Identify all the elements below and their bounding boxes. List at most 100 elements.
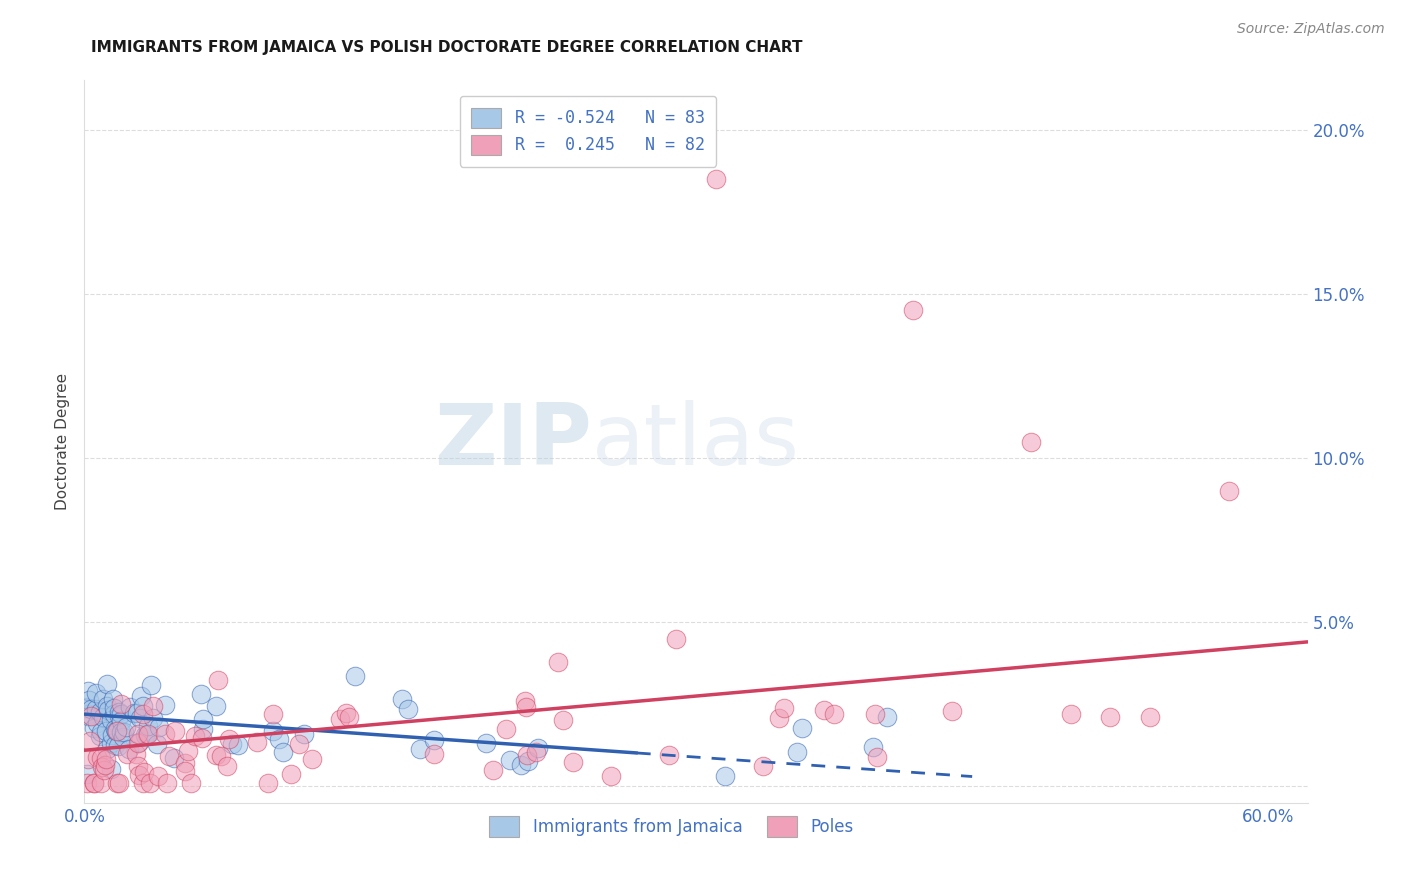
- Point: [128, 735, 150, 749]
- Point: [209, 749, 232, 764]
- Point: [177, 744, 200, 758]
- Point: [80, 709, 103, 723]
- Point: [125, 747, 148, 761]
- Point: [337, 710, 360, 724]
- Point: [423, 747, 446, 761]
- Point: [127, 727, 149, 741]
- Point: [191, 731, 214, 746]
- Point: [101, 728, 124, 742]
- Point: [91, 692, 114, 706]
- Point: [101, 692, 124, 706]
- Point: [75, 701, 97, 715]
- Point: [165, 723, 187, 738]
- Point: [190, 688, 212, 702]
- Point: [90, 776, 112, 790]
- Point: [139, 678, 162, 692]
- Text: Source: ZipAtlas.com: Source: ZipAtlas.com: [1237, 22, 1385, 37]
- Point: [205, 698, 228, 713]
- Point: [115, 747, 138, 761]
- Point: [93, 763, 115, 777]
- Point: [191, 723, 214, 737]
- Point: [77, 706, 100, 721]
- Point: [1139, 710, 1161, 724]
- Point: [118, 742, 141, 756]
- Point: [105, 724, 128, 739]
- Point: [80, 702, 103, 716]
- Point: [391, 692, 413, 706]
- Point: [301, 752, 323, 766]
- Point: [409, 742, 432, 756]
- Point: [215, 759, 238, 773]
- Point: [163, 750, 186, 764]
- Point: [132, 776, 155, 790]
- Point: [93, 758, 115, 772]
- Point: [257, 776, 280, 790]
- Point: [184, 729, 207, 743]
- Point: [866, 750, 889, 764]
- Point: [1021, 434, 1043, 449]
- Point: [76, 767, 98, 781]
- Point: [86, 750, 108, 764]
- Point: [510, 758, 533, 772]
- Point: [335, 706, 357, 720]
- Text: IMMIGRANTS FROM JAMAICA VS POLISH DOCTORATE DEGREE CORRELATION CHART: IMMIGRANTS FROM JAMAICA VS POLISH DOCTOR…: [91, 40, 803, 55]
- Point: [134, 765, 156, 780]
- Point: [105, 776, 128, 790]
- Point: [941, 704, 963, 718]
- Point: [132, 698, 155, 713]
- Point: [127, 758, 149, 772]
- Point: [96, 741, 118, 756]
- Point: [516, 754, 538, 768]
- Point: [862, 739, 884, 754]
- Point: [91, 760, 114, 774]
- Point: [139, 776, 162, 790]
- Point: [658, 747, 681, 762]
- Point: [600, 769, 623, 783]
- Point: [128, 768, 150, 782]
- Point: [84, 701, 107, 715]
- Point: [122, 706, 145, 720]
- Point: [704, 171, 727, 186]
- Point: [127, 736, 149, 750]
- Point: [100, 736, 122, 750]
- Point: [108, 776, 131, 790]
- Point: [83, 776, 105, 790]
- Point: [145, 737, 167, 751]
- Point: [205, 747, 228, 762]
- Point: [876, 710, 898, 724]
- Point: [207, 673, 229, 687]
- Point: [1060, 707, 1083, 722]
- Point: [423, 733, 446, 747]
- Point: [129, 689, 152, 703]
- Point: [142, 711, 165, 725]
- Y-axis label: Doctorate Degree: Doctorate Degree: [55, 373, 70, 510]
- Point: [526, 741, 548, 756]
- Point: [1218, 483, 1240, 498]
- Point: [396, 702, 419, 716]
- Point: [110, 698, 132, 712]
- Point: [146, 769, 169, 783]
- Point: [110, 707, 132, 722]
- Point: [551, 713, 574, 727]
- Point: [153, 698, 176, 713]
- Point: [180, 776, 202, 790]
- Point: [288, 737, 311, 751]
- Point: [79, 734, 101, 748]
- Point: [90, 725, 112, 739]
- Point: [115, 720, 138, 734]
- Point: [107, 709, 129, 723]
- Point: [107, 706, 129, 720]
- Point: [77, 751, 100, 765]
- Point: [76, 683, 98, 698]
- Text: ZIP: ZIP: [434, 400, 592, 483]
- Point: [83, 722, 105, 736]
- Point: [713, 769, 735, 783]
- Point: [100, 762, 122, 776]
- Point: [752, 759, 775, 773]
- Point: [112, 725, 135, 739]
- Point: [271, 745, 294, 759]
- Point: [107, 739, 129, 753]
- Point: [110, 714, 132, 729]
- Point: [1099, 710, 1122, 724]
- Point: [94, 752, 117, 766]
